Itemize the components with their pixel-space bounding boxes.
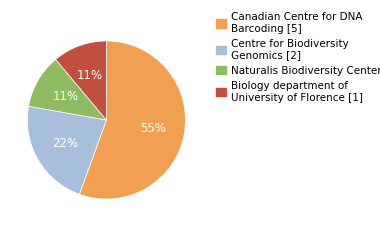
Text: 55%: 55% [140,122,166,135]
Text: 22%: 22% [52,137,78,150]
Text: 11%: 11% [52,90,78,103]
Text: 11%: 11% [77,69,103,82]
Wedge shape [55,41,106,120]
Legend: Canadian Centre for DNA
Barcoding [5], Centre for Biodiversity
Genomics [2], Nat: Canadian Centre for DNA Barcoding [5], C… [214,10,380,105]
Wedge shape [79,41,185,199]
Wedge shape [28,60,106,120]
Wedge shape [27,106,106,194]
